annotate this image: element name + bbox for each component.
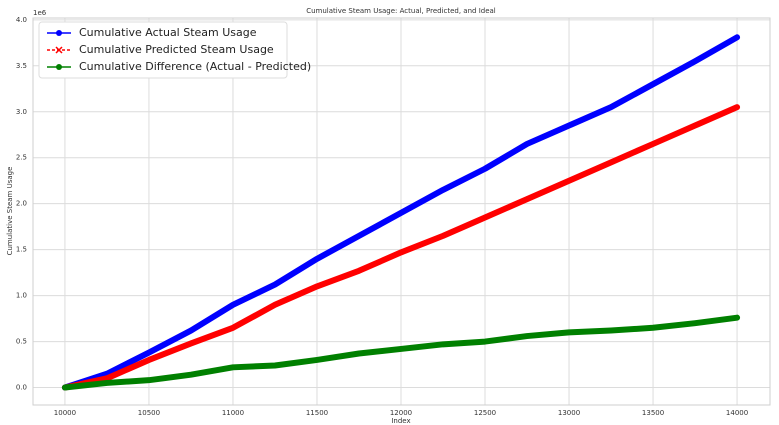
y-tick-label: 3.5 [16, 62, 27, 70]
legend-label: Cumulative Predicted Steam Usage [79, 43, 274, 56]
legend: Cumulative Actual Steam Usage Cumulative … [38, 21, 311, 79]
x-tick-label: 13000 [558, 409, 580, 417]
plot-frame [32, 17, 771, 406]
legend-label: Cumulative Actual Steam Usage [79, 26, 257, 39]
legend-label: Cumulative Difference (Actual - Predicte… [79, 60, 311, 73]
y-tick-label: 1.5 [16, 246, 27, 254]
legend-box [38, 21, 288, 79]
chart-title: Cumulative Steam Usage: Actual, Predicte… [306, 7, 496, 15]
y-tick-label: 0.5 [16, 338, 27, 346]
series-line [61, 34, 741, 391]
x-tick-label: 13500 [642, 409, 664, 417]
x-tick-label: 11500 [306, 409, 328, 417]
y-tick-label: 2.5 [16, 154, 27, 162]
y-tick-label: 3.0 [16, 108, 27, 116]
x-tick-label: 12000 [390, 409, 412, 417]
y-axis-label: Cumulative Steam Usage [6, 167, 14, 256]
x-tick-label: 11000 [222, 409, 244, 417]
y-tick-label: 0.0 [16, 384, 27, 392]
y-tick-label: 4.0 [16, 16, 27, 24]
series-line [61, 314, 741, 391]
legend-marker [56, 64, 62, 70]
x-tick-label: 10000 [54, 409, 76, 417]
series-line [61, 104, 741, 391]
x-axis-label: Index [391, 417, 410, 425]
legend-marker [56, 30, 62, 36]
y-tick-label: 2.0 [16, 200, 27, 208]
x-tick-label: 14000 [726, 409, 748, 417]
x-tick-label: 10500 [138, 409, 160, 417]
legend-marker [55, 46, 63, 54]
x-tick-label: 12500 [474, 409, 496, 417]
y-tick-label: 1.0 [16, 292, 27, 300]
y-offset-label: 1e6 [33, 9, 47, 17]
